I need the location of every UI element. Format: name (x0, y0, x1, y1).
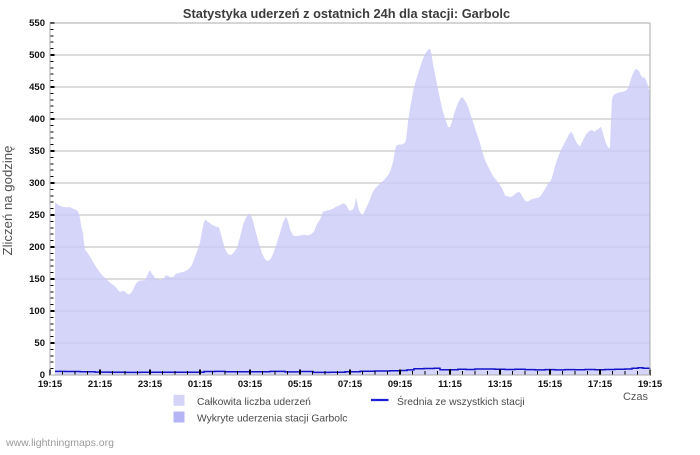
svg-text:Średnia ze wszystkich stacji: Średnia ze wszystkich stacji (397, 395, 525, 408)
svg-text:200: 200 (29, 242, 45, 253)
svg-text:450: 450 (29, 82, 45, 93)
svg-text:21:15: 21:15 (88, 379, 113, 390)
svg-text:05:15: 05:15 (288, 379, 313, 390)
svg-text:0: 0 (40, 370, 45, 381)
svg-text:13:15: 13:15 (488, 379, 513, 390)
svg-text:100: 100 (29, 306, 45, 317)
svg-text:300: 300 (29, 178, 45, 189)
svg-text:Wykryte uderzenia stacji Garbo: Wykryte uderzenia stacji Garbolc (197, 414, 347, 425)
svg-text:01:15: 01:15 (188, 379, 213, 390)
svg-text:23:15: 23:15 (138, 379, 163, 390)
svg-text:Całkowita liczba uderzeń: Całkowita liczba uderzeń (197, 397, 311, 408)
svg-text:19:15: 19:15 (638, 379, 663, 390)
svg-text:03:15: 03:15 (238, 379, 263, 390)
svg-text:11:15: 11:15 (438, 379, 462, 390)
svg-text:19:15: 19:15 (38, 379, 63, 390)
svg-text:www.lightningmaps.org: www.lightningmaps.org (5, 437, 114, 449)
svg-text:350: 350 (29, 146, 45, 157)
svg-text:400: 400 (29, 114, 45, 125)
svg-text:17:15: 17:15 (588, 379, 613, 390)
svg-text:Statystyka uderzeń z ostatnich: Statystyka uderzeń z ostatnich 24h dla s… (183, 6, 510, 21)
svg-text:07:15: 07:15 (338, 379, 363, 390)
svg-text:250: 250 (29, 210, 45, 221)
svg-text:Zliczeń na godzinę: Zliczeń na godzinę (0, 146, 15, 256)
svg-text:09:15: 09:15 (388, 379, 413, 390)
svg-text:150: 150 (29, 274, 45, 285)
svg-text:50: 50 (34, 338, 45, 349)
svg-text:Czas: Czas (623, 391, 649, 403)
svg-text:500: 500 (29, 50, 45, 61)
svg-text:550: 550 (29, 18, 45, 29)
svg-text:15:15: 15:15 (538, 379, 563, 390)
